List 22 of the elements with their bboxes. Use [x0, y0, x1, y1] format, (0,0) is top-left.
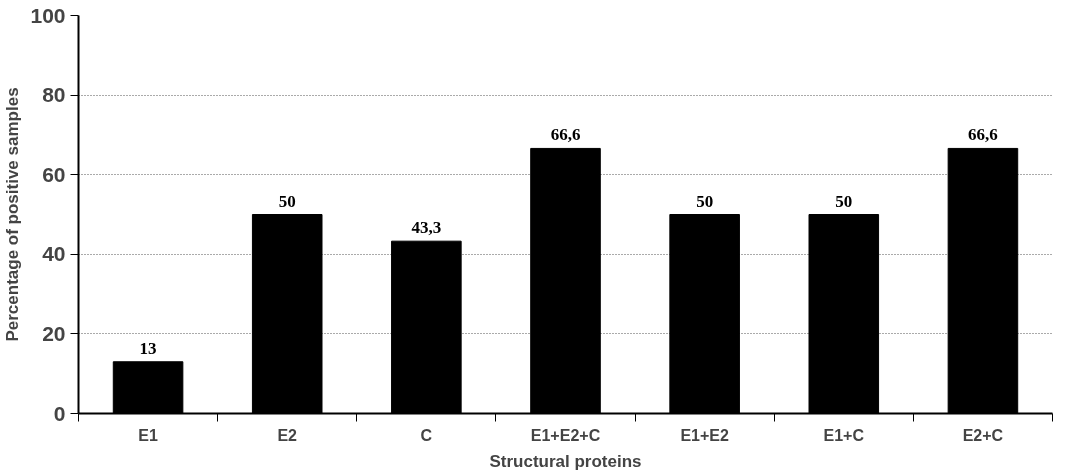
- data-label: 66,6: [968, 125, 998, 145]
- y-tick-label: 100: [30, 3, 66, 27]
- y-tick-label: 0: [53, 401, 66, 425]
- y-tick-label: 80: [42, 83, 66, 107]
- x-tick-label: C: [420, 426, 433, 444]
- data-label: 13: [139, 338, 157, 358]
- y-tick-label: 20: [42, 321, 66, 345]
- x-tick-label: E2: [277, 426, 298, 444]
- x-axis-title: Structural proteins: [489, 451, 642, 471]
- data-label: 50: [696, 191, 714, 211]
- data-label: 66,6: [550, 125, 581, 145]
- data-label: 50: [835, 191, 853, 211]
- x-tick-label: E1+E2: [680, 426, 729, 444]
- x-tick-label: E1+C: [823, 426, 865, 444]
- x-tick-label: E1: [138, 426, 158, 444]
- data-label: 50: [278, 191, 296, 211]
- y-tick-label: 40: [42, 242, 66, 266]
- y-axis-title: Percentage of positive samples: [3, 87, 23, 342]
- x-tick-label: E1+E2+C: [530, 426, 601, 444]
- y-tick-label: 60: [42, 162, 66, 186]
- x-tick-label: E2+C: [962, 426, 1004, 444]
- data-label: 43,3: [411, 218, 442, 238]
